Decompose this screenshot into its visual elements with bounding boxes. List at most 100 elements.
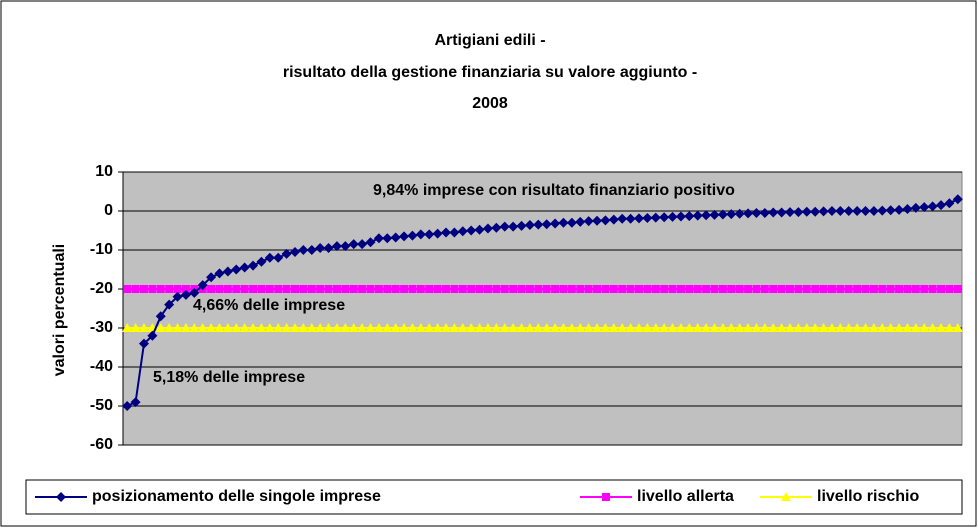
data-point <box>306 245 317 255</box>
y-tick-label: -50 <box>90 397 113 414</box>
data-point <box>583 323 594 332</box>
data-point <box>558 217 569 228</box>
data-point <box>776 207 787 218</box>
data-point <box>684 323 695 332</box>
data-point <box>785 207 796 218</box>
data-point <box>206 323 217 332</box>
data-point <box>625 323 636 332</box>
data-point <box>517 285 526 293</box>
data-point <box>442 285 451 293</box>
data-point <box>869 285 878 293</box>
data-point <box>357 323 368 332</box>
data-point <box>264 252 275 263</box>
data-point <box>466 225 477 236</box>
data-point <box>441 323 452 332</box>
data-point <box>306 323 317 332</box>
data-point <box>936 323 947 332</box>
data-point <box>718 285 727 293</box>
data-point <box>601 285 610 293</box>
data-point <box>365 237 376 248</box>
data-point <box>692 210 703 221</box>
data-point <box>156 285 165 293</box>
data-point <box>424 229 435 240</box>
data-point <box>676 285 685 293</box>
data-point <box>256 256 267 267</box>
y-tick-label: -60 <box>90 436 113 453</box>
data-point <box>197 280 208 291</box>
data-point <box>710 285 719 293</box>
data-point <box>801 206 812 217</box>
data-point <box>826 323 837 332</box>
data-point <box>852 206 863 216</box>
data-point <box>608 323 619 332</box>
data-point <box>131 285 140 293</box>
data-point <box>290 285 299 293</box>
data-point <box>558 323 569 332</box>
data-point <box>826 206 837 216</box>
data-point <box>650 212 661 223</box>
data-point <box>248 323 259 332</box>
y-tick-label: -20 <box>90 280 113 297</box>
data-point <box>407 323 418 332</box>
data-point <box>358 285 367 293</box>
y-tick-label: -10 <box>90 241 113 258</box>
data-point <box>257 285 266 293</box>
data-point <box>768 207 779 218</box>
data-point <box>668 285 677 293</box>
data-point <box>717 209 728 220</box>
data-point <box>214 268 225 279</box>
data-point <box>810 323 821 332</box>
data-point <box>315 323 326 332</box>
data-point <box>860 206 871 216</box>
data-point <box>777 285 786 293</box>
data-point <box>659 323 670 332</box>
data-point <box>759 323 770 332</box>
data-point <box>475 285 484 293</box>
legend-marker <box>781 492 791 501</box>
data-point <box>675 211 686 222</box>
data-point <box>256 323 267 332</box>
data-point <box>348 239 359 250</box>
data-point <box>467 285 476 293</box>
data-point <box>533 219 544 230</box>
data-point <box>222 266 233 277</box>
data-point <box>508 221 519 232</box>
data-point <box>449 227 460 238</box>
data-point <box>836 285 845 293</box>
data-point <box>181 285 190 293</box>
data-point <box>416 285 425 293</box>
data-point <box>232 285 241 293</box>
data-point <box>273 252 284 263</box>
data-point <box>457 226 468 237</box>
data-point <box>877 205 888 216</box>
data-point <box>675 323 686 332</box>
data-point <box>786 285 795 293</box>
data-point <box>265 285 274 293</box>
data-point <box>432 228 443 239</box>
data-point <box>886 285 895 293</box>
data-point <box>173 285 182 293</box>
data-point <box>608 214 619 225</box>
data-point <box>323 323 334 332</box>
data-point <box>776 323 787 332</box>
data-point <box>341 285 350 293</box>
data-point <box>902 204 913 215</box>
data-point <box>751 207 762 218</box>
data-point <box>139 285 148 293</box>
data-point <box>289 323 300 332</box>
data-point <box>357 239 368 250</box>
data-point <box>164 323 175 332</box>
data-point <box>148 285 157 293</box>
data-point <box>399 231 410 242</box>
data-point <box>868 323 879 332</box>
data-point <box>155 323 166 332</box>
data-point <box>281 323 292 332</box>
data-point <box>164 299 175 310</box>
data-point <box>492 285 501 293</box>
data-point <box>147 330 158 341</box>
data-point <box>583 216 594 227</box>
data-point <box>138 338 149 349</box>
data-point <box>491 222 502 233</box>
data-point <box>331 241 342 252</box>
